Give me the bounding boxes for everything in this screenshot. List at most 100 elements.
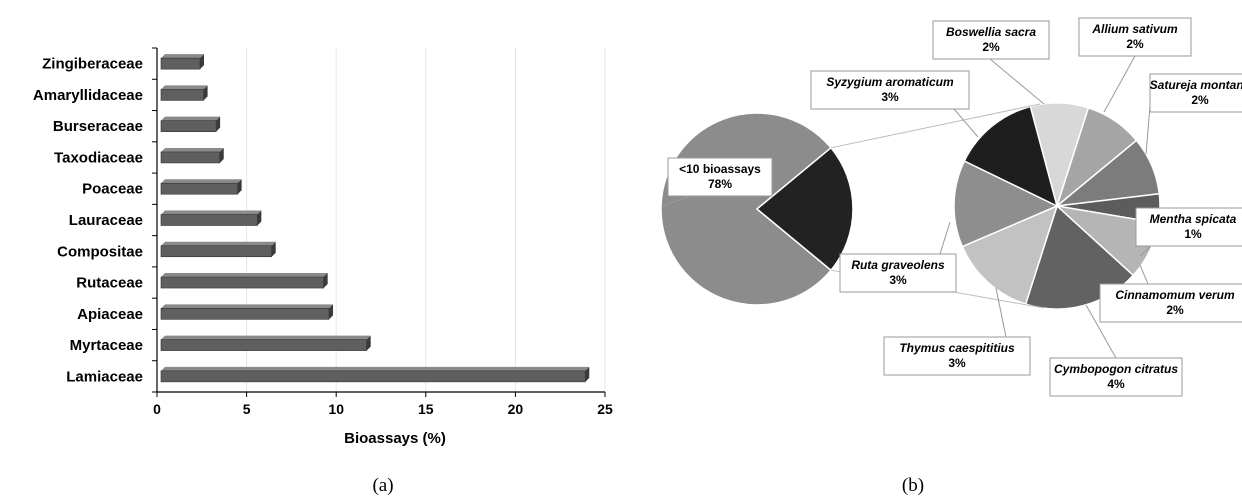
category-label: Myrtaceae [70, 337, 143, 354]
bar-front-face [160, 57, 201, 70]
slice-value-label: 3% [889, 273, 907, 287]
slice-value-label: 2% [1126, 37, 1144, 51]
category-label: Lamiaceae [66, 368, 143, 385]
slice-value-label: 1% [1184, 227, 1202, 241]
bar-top-face [161, 85, 208, 90]
x-axis-label: Bioassays (%) [344, 430, 446, 447]
label-box [932, 20, 1050, 60]
bar-poaceae [160, 179, 242, 195]
slice-value-label: 3% [881, 90, 899, 104]
bar-amaryllidaceae [160, 85, 208, 101]
label-box [883, 336, 1031, 376]
category-label: Taxodiaceae [54, 149, 143, 166]
label-box [810, 70, 970, 110]
bar-chart: Zingiberaceae Amaryllidaceae Burseraceae Ta… [33, 47, 613, 496]
leader-line [953, 108, 979, 138]
bar-top-face [161, 304, 334, 309]
bar-top-face [161, 273, 328, 278]
category-label: Zingiberaceae [42, 56, 143, 73]
bar-side-face [200, 54, 205, 70]
label-box [1149, 73, 1242, 113]
slice-name-label: Satureja montana [1150, 78, 1242, 92]
bar-side-face [585, 366, 590, 382]
label-box [667, 157, 773, 197]
category-label: Burseraceae [53, 118, 143, 135]
slice-name-label: Ruta graveolens [851, 258, 945, 272]
label-box [839, 253, 957, 293]
leader-line [1145, 105, 1151, 155]
slice-value-label: 2% [1191, 93, 1209, 107]
slice-syzygium-aromaticum [963, 105, 1059, 208]
leader-line [995, 287, 1007, 338]
leader-line [1139, 264, 1149, 285]
bar-rutaceae [160, 273, 328, 289]
slice-value-label: 3% [948, 356, 966, 370]
bar-lamiaceae [160, 366, 590, 383]
bar-top-face [161, 366, 590, 371]
bar-compositae [160, 241, 276, 258]
bar-side-face [219, 147, 224, 163]
bar-side-face [203, 85, 208, 101]
x-tick-label: 15 [418, 401, 434, 417]
category-label: Lauraceae [69, 212, 143, 229]
label-box [1099, 283, 1242, 323]
category-label: Poaceae [82, 181, 143, 198]
leader-line [661, 195, 691, 207]
x-tick-label: 5 [243, 401, 251, 417]
slice-ruta-graveolens [953, 159, 1059, 248]
bar-front-face [160, 370, 586, 383]
slice-thymus-caespititius [961, 204, 1059, 306]
slice-value-label: 78% [708, 177, 732, 191]
leader-line [939, 221, 951, 255]
slice-name-label: Cinnamomum verum [1115, 288, 1235, 302]
category-label: Rutaceae [76, 275, 143, 292]
slice-name-label: Cymbopogon citratus [1054, 362, 1178, 376]
category-label: Apiaceae [77, 306, 143, 323]
bar-top-face [161, 116, 221, 121]
bar-front-face [160, 151, 221, 164]
label-box [1049, 357, 1183, 397]
leader-line [989, 58, 1045, 105]
x-tick-label: 20 [508, 401, 524, 417]
slice-value-label: 2% [1166, 303, 1184, 317]
x-tick-label: 25 [597, 401, 613, 417]
bar-zingiberaceae [160, 54, 205, 70]
slice-name-label: Thymus caespititius [899, 341, 1015, 355]
bar-front-face [160, 245, 272, 258]
panel-label-a: (a) [372, 475, 393, 496]
bar-taxodiaceae [160, 147, 224, 164]
bar-front-face [160, 89, 204, 101]
bar-apiaceae [160, 304, 334, 320]
bar-myrtaceae [160, 335, 371, 351]
label-box [1078, 17, 1192, 57]
slice-name-label: Mentha spicata [1150, 212, 1237, 226]
bar-front-face [160, 276, 324, 289]
bar-top-face [161, 179, 242, 184]
bar-top-face [161, 335, 371, 340]
bar-side-face [323, 273, 328, 289]
slice-name-label: Syzygium aromaticum [826, 75, 954, 89]
bar-front-face [160, 308, 330, 320]
x-tick-label: 0 [153, 401, 161, 417]
bar-side-face [257, 210, 262, 226]
bar-top-face [161, 54, 205, 59]
bar-side-face [237, 179, 242, 195]
leader-line [1139, 246, 1151, 257]
slice-name-label: <10 bioassays [679, 162, 761, 176]
bar-top-face [161, 241, 276, 246]
bar-side-face [329, 304, 334, 320]
bar-top-face [161, 147, 224, 152]
slice-grouped-species [755, 146, 854, 272]
bar-front-face [160, 182, 238, 195]
leader-line [1085, 304, 1117, 359]
bar-front-face [160, 120, 217, 132]
slice-name-label: Allium sativum [1091, 22, 1178, 36]
